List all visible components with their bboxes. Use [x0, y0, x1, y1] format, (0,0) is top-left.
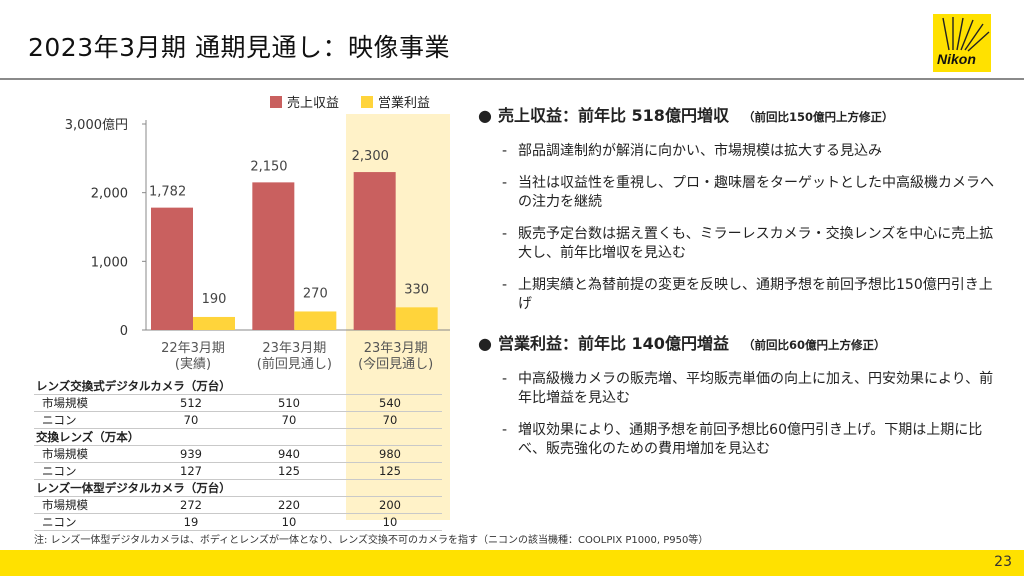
row-label: ニコン [34, 513, 142, 531]
data-label: 2,300 [352, 149, 389, 164]
cell-value: 70 [240, 411, 338, 429]
nikon-logo: Nikon [933, 14, 991, 72]
row-label: ニコン [34, 411, 142, 429]
cell-value: 540 [338, 394, 442, 412]
cell-value: 125 [338, 462, 442, 480]
table-row: 市場規模 272 220 200 [34, 496, 442, 514]
cell-value: 939 [142, 445, 240, 463]
units-table: レンズ交換式デジタルカメラ（万台） 市場規模 512 510 540 ニコン 70 70 70 交… [34, 378, 442, 531]
legend-label-revenue: 売上収益 [287, 96, 340, 111]
row-label: 市場規模 [34, 496, 142, 514]
table-section-header: レンズ交換式デジタルカメラ（万台） [34, 378, 442, 395]
section-heading: ● 営業利益：前年比 140億円増益 （前回比60億円上方修正） [478, 330, 998, 354]
bar-revenue [151, 207, 193, 330]
data-label: 1,782 [149, 185, 186, 200]
cell-value: 127 [142, 462, 240, 480]
bar-profit [193, 316, 235, 330]
table-row: ニコン 127 125 125 [34, 462, 442, 480]
bar-revenue [353, 172, 396, 330]
heading-text: 売上収益：前年比 518億円増収 [497, 106, 729, 125]
legend-item-revenue: 売上収益 [270, 92, 339, 111]
list-item: 当社は収益性を重視し、プロ・趣味層をターゲットとした中高級機カメラへの注力を継続 [502, 174, 998, 212]
x-tick-label: 23年3月期 [364, 341, 428, 356]
table-section-header: レンズ一体型デジタルカメラ（万台） [34, 479, 442, 497]
legend-swatch-revenue [270, 95, 282, 108]
y-tick-label: 3,000億円 [65, 117, 128, 133]
commentary-panel: ● 売上収益：前年比 518億円増収 （前回比150億円上方修正） 部品調達制約が解消… [478, 102, 998, 472]
cell-value: 19 [142, 513, 240, 531]
list-item: 増収効果により、通期予想を前回予想比60億円引き上げ。下期は上期に比べ、販売強化… [502, 421, 998, 459]
cell-value: 980 [338, 445, 442, 463]
y-tick-label: 2,000 [91, 187, 128, 202]
cell-value: 10 [338, 513, 442, 531]
x-tick-sublabel: (今回見通し) [358, 356, 433, 372]
section-heading: ● 売上収益：前年比 518億円増収 （前回比150億円上方修正） [478, 102, 998, 126]
chart-legend: 売上収益 営業利益 [270, 92, 430, 111]
cell-value: 272 [142, 496, 240, 514]
table-row: 市場規模 512 510 540 [34, 394, 442, 412]
list-item: 販売予定台数は据え置くも、ミラーレスカメラ・交換レンズを中心に売上拡大し、前年比… [502, 225, 998, 263]
bullet-icon: ● [478, 106, 492, 125]
data-label: 2,150 [250, 159, 287, 174]
bullet-icon: ● [478, 334, 492, 353]
list-item: 上期実績と為替前提の変更を反映し、通期予想を前回予想比150億円引き上げ [502, 276, 998, 314]
bullet-list: 中高級機カメラの販売増、平均販売単価の向上に加え、円安効果により、前年比増益を見… [502, 370, 998, 459]
legend-swatch-profit [361, 95, 374, 108]
data-label: 270 [303, 286, 328, 301]
section-label: 交換レンズ（万本） [34, 428, 442, 446]
logo-rays-icon [942, 17, 990, 52]
section-label: レンズ交換式デジタルカメラ（万台） [34, 378, 442, 395]
cell-value: 70 [338, 411, 442, 429]
cell-value: 510 [240, 394, 338, 412]
y-tick-label: 0 [120, 324, 128, 339]
x-tick-label: 23年3月期 [262, 341, 326, 356]
page-number: 23 [994, 554, 1012, 570]
table-row: 市場規模 939 940 980 [34, 445, 442, 463]
list-item: 中高級機カメラの販売増、平均販売単価の向上に加え、円安効果により、前年比増益を見… [502, 370, 998, 408]
bullet-list: 部品調達制約が解消に向かい、市場規模は拡大する見込み当社は収益性を重視し、プロ・… [502, 142, 998, 314]
heading-note: （前回比60億円上方修正） [742, 338, 886, 352]
row-label: ニコン [34, 462, 142, 480]
cell-value: 940 [240, 445, 338, 463]
bar-chart: 0 1,000 2,000 3,000億円 1,782 190 22年3月期(実績) 2,15… [65, 117, 450, 372]
title-divider [0, 78, 1024, 80]
cell-value: 220 [240, 496, 338, 514]
legend-item-profit: 営業利益 [361, 92, 430, 111]
legend-label-profit: 営業利益 [378, 96, 431, 111]
y-tick-label: 1,000 [91, 255, 128, 270]
table-row: ニコン 19 10 10 [34, 513, 442, 531]
row-label: 市場規模 [34, 394, 142, 412]
cell-value: 125 [240, 462, 338, 480]
cell-value: 70 [142, 411, 240, 429]
heading-text: 営業利益：前年比 140億円増益 [497, 334, 729, 353]
cell-value: 200 [338, 496, 442, 514]
bar-profit [294, 311, 337, 330]
list-item: 部品調達制約が解消に向かい、市場規模は拡大する見込み [502, 142, 998, 161]
footer-bar: 23 [0, 550, 1024, 576]
x-tick-sublabel: (実績) [175, 356, 211, 372]
data-label: 330 [404, 282, 429, 297]
row-label: 市場規模 [34, 445, 142, 463]
x-tick-sublabel: (前回見通し) [257, 356, 332, 372]
table-section-header: 交換レンズ（万本） [34, 428, 442, 446]
bar-profit [395, 307, 438, 330]
data-label: 190 [202, 292, 227, 307]
table-row: ニコン 70 70 70 [34, 411, 442, 429]
section-profit: ● 営業利益：前年比 140億円増益 （前回比60億円上方修正） 中高級機カメラの販売… [478, 330, 998, 459]
cell-value: 512 [142, 394, 240, 412]
section-label: レンズ一体型デジタルカメラ（万台） [34, 479, 442, 497]
bar-revenue [252, 182, 295, 330]
heading-note: （前回比150億円上方修正） [742, 110, 894, 124]
logo-text: Nikon [937, 51, 976, 67]
cell-value: 10 [240, 513, 338, 531]
x-tick-label: 22年3月期 [161, 341, 225, 356]
footnote: 注: レンズ一体型デジタルカメラは、ボディとレンズが一体となり、レンズ交換不可の… [34, 535, 709, 546]
section-revenue: ● 売上収益：前年比 518億円増収 （前回比150億円上方修正） 部品調達制約が解消… [478, 102, 998, 314]
page-title: 2023年3月期 通期見通し：映像事業 [28, 33, 450, 62]
